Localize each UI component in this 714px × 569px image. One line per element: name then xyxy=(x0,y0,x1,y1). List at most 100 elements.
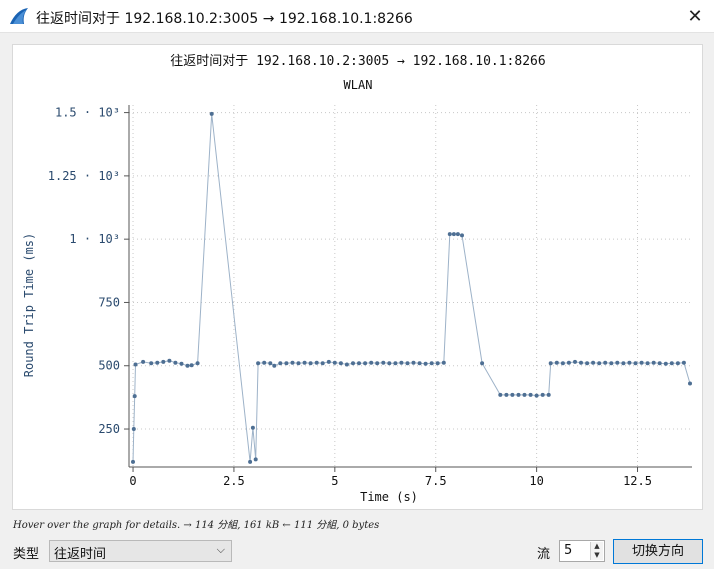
data-point[interactable] xyxy=(320,361,325,366)
data-point[interactable] xyxy=(185,363,190,368)
data-point[interactable] xyxy=(363,361,368,366)
data-point[interactable] xyxy=(429,361,434,366)
data-point[interactable] xyxy=(167,358,172,363)
data-point[interactable] xyxy=(381,360,386,365)
data-point[interactable] xyxy=(132,394,137,399)
data-point[interactable] xyxy=(149,361,154,366)
data-point[interactable] xyxy=(423,361,428,366)
data-point[interactable] xyxy=(548,361,553,366)
data-point[interactable] xyxy=(591,360,596,365)
data-point[interactable] xyxy=(387,361,392,366)
data-point[interactable] xyxy=(308,361,313,366)
data-point[interactable] xyxy=(451,232,456,237)
data-point[interactable] xyxy=(546,392,551,397)
data-point[interactable] xyxy=(141,359,146,364)
data-point[interactable] xyxy=(528,392,533,397)
data-point[interactable] xyxy=(179,361,184,366)
data-point[interactable] xyxy=(344,362,349,367)
data-point[interactable] xyxy=(272,363,277,368)
data-point[interactable] xyxy=(189,363,194,368)
data-point[interactable] xyxy=(262,360,267,365)
data-point[interactable] xyxy=(609,361,614,366)
data-point[interactable] xyxy=(681,360,686,365)
data-point[interactable] xyxy=(540,392,545,397)
data-point[interactable] xyxy=(460,233,464,238)
switch-direction-button[interactable]: 切换方向 xyxy=(613,539,703,564)
data-point[interactable] xyxy=(534,393,539,398)
chevron-down-icon[interactable]: ⌵ xyxy=(216,543,225,556)
data-point[interactable] xyxy=(314,360,319,365)
data-point[interactable] xyxy=(405,361,410,366)
close-icon[interactable]: ✕ xyxy=(687,6,703,27)
data-point[interactable] xyxy=(253,457,258,462)
data-point[interactable] xyxy=(504,392,509,397)
data-point[interactable] xyxy=(296,361,301,366)
data-point[interactable] xyxy=(669,361,674,366)
data-point[interactable] xyxy=(393,361,398,366)
data-point[interactable] xyxy=(554,360,559,365)
spin-up-icon[interactable]: ▲ xyxy=(590,542,603,551)
data-point[interactable] xyxy=(510,392,515,397)
data-point[interactable] xyxy=(585,361,590,366)
data-point[interactable] xyxy=(411,360,416,365)
data-point[interactable] xyxy=(195,361,200,366)
data-point[interactable] xyxy=(579,360,583,365)
data-point[interactable] xyxy=(351,361,355,366)
stream-spinbox[interactable]: 5 ▲ ▼ xyxy=(559,540,605,562)
data-point[interactable] xyxy=(417,361,422,366)
data-point[interactable] xyxy=(615,360,620,365)
data-point[interactable] xyxy=(131,459,135,464)
data-point[interactable] xyxy=(375,361,380,366)
type-select[interactable]: 往返时间 ⌵ xyxy=(49,540,232,562)
data-point[interactable] xyxy=(455,232,460,237)
data-point[interactable] xyxy=(516,392,521,397)
data-point[interactable] xyxy=(326,359,331,364)
data-point[interactable] xyxy=(645,361,650,366)
rtt-chart[interactable]: 往返时间对于 192.168.10.2:3005 → 192.168.10.1:… xyxy=(13,45,702,509)
data-point[interactable] xyxy=(688,381,692,386)
data-point[interactable] xyxy=(639,360,644,365)
data-point[interactable] xyxy=(447,232,452,237)
data-point[interactable] xyxy=(131,427,136,431)
data-point[interactable] xyxy=(290,360,295,365)
data-point[interactable] xyxy=(278,361,283,366)
data-point[interactable] xyxy=(155,360,160,365)
data-point[interactable] xyxy=(627,360,632,365)
spin-down-icon[interactable]: ▼ xyxy=(590,551,603,560)
data-point[interactable] xyxy=(651,360,656,365)
data-point[interactable] xyxy=(597,361,602,366)
data-points[interactable] xyxy=(131,111,692,464)
data-point[interactable] xyxy=(675,361,680,366)
data-point[interactable] xyxy=(498,392,503,397)
data-point[interactable] xyxy=(566,360,571,365)
y-tick-label: 1 · 10³ xyxy=(69,232,120,246)
graph-area[interactable]: 往返时间对于 192.168.10.2:3005 → 192.168.10.1:… xyxy=(12,44,703,510)
data-point[interactable] xyxy=(302,360,307,365)
data-point[interactable] xyxy=(480,361,485,366)
data-point[interactable] xyxy=(268,361,273,366)
data-point[interactable] xyxy=(522,392,527,397)
data-point[interactable] xyxy=(603,360,608,365)
data-point[interactable] xyxy=(399,360,404,365)
data-point[interactable] xyxy=(209,111,214,116)
data-point[interactable] xyxy=(357,361,361,366)
data-point[interactable] xyxy=(133,362,138,367)
data-point[interactable] xyxy=(435,361,440,366)
data-point[interactable] xyxy=(284,361,289,366)
data-point[interactable] xyxy=(173,360,178,365)
data-point[interactable] xyxy=(369,360,374,365)
data-point[interactable] xyxy=(621,361,626,366)
data-point[interactable] xyxy=(332,360,337,365)
data-point[interactable] xyxy=(657,361,662,366)
data-point[interactable] xyxy=(256,361,261,366)
data-point[interactable] xyxy=(663,361,668,366)
data-point[interactable] xyxy=(250,425,255,430)
data-point[interactable] xyxy=(338,361,343,366)
x-tick-label: 12.5 xyxy=(623,474,652,488)
data-point[interactable] xyxy=(161,359,166,364)
data-point[interactable] xyxy=(633,361,638,366)
data-point[interactable] xyxy=(573,359,577,364)
data-point[interactable] xyxy=(560,361,565,366)
data-point[interactable] xyxy=(248,459,253,464)
data-point[interactable] xyxy=(441,360,446,365)
